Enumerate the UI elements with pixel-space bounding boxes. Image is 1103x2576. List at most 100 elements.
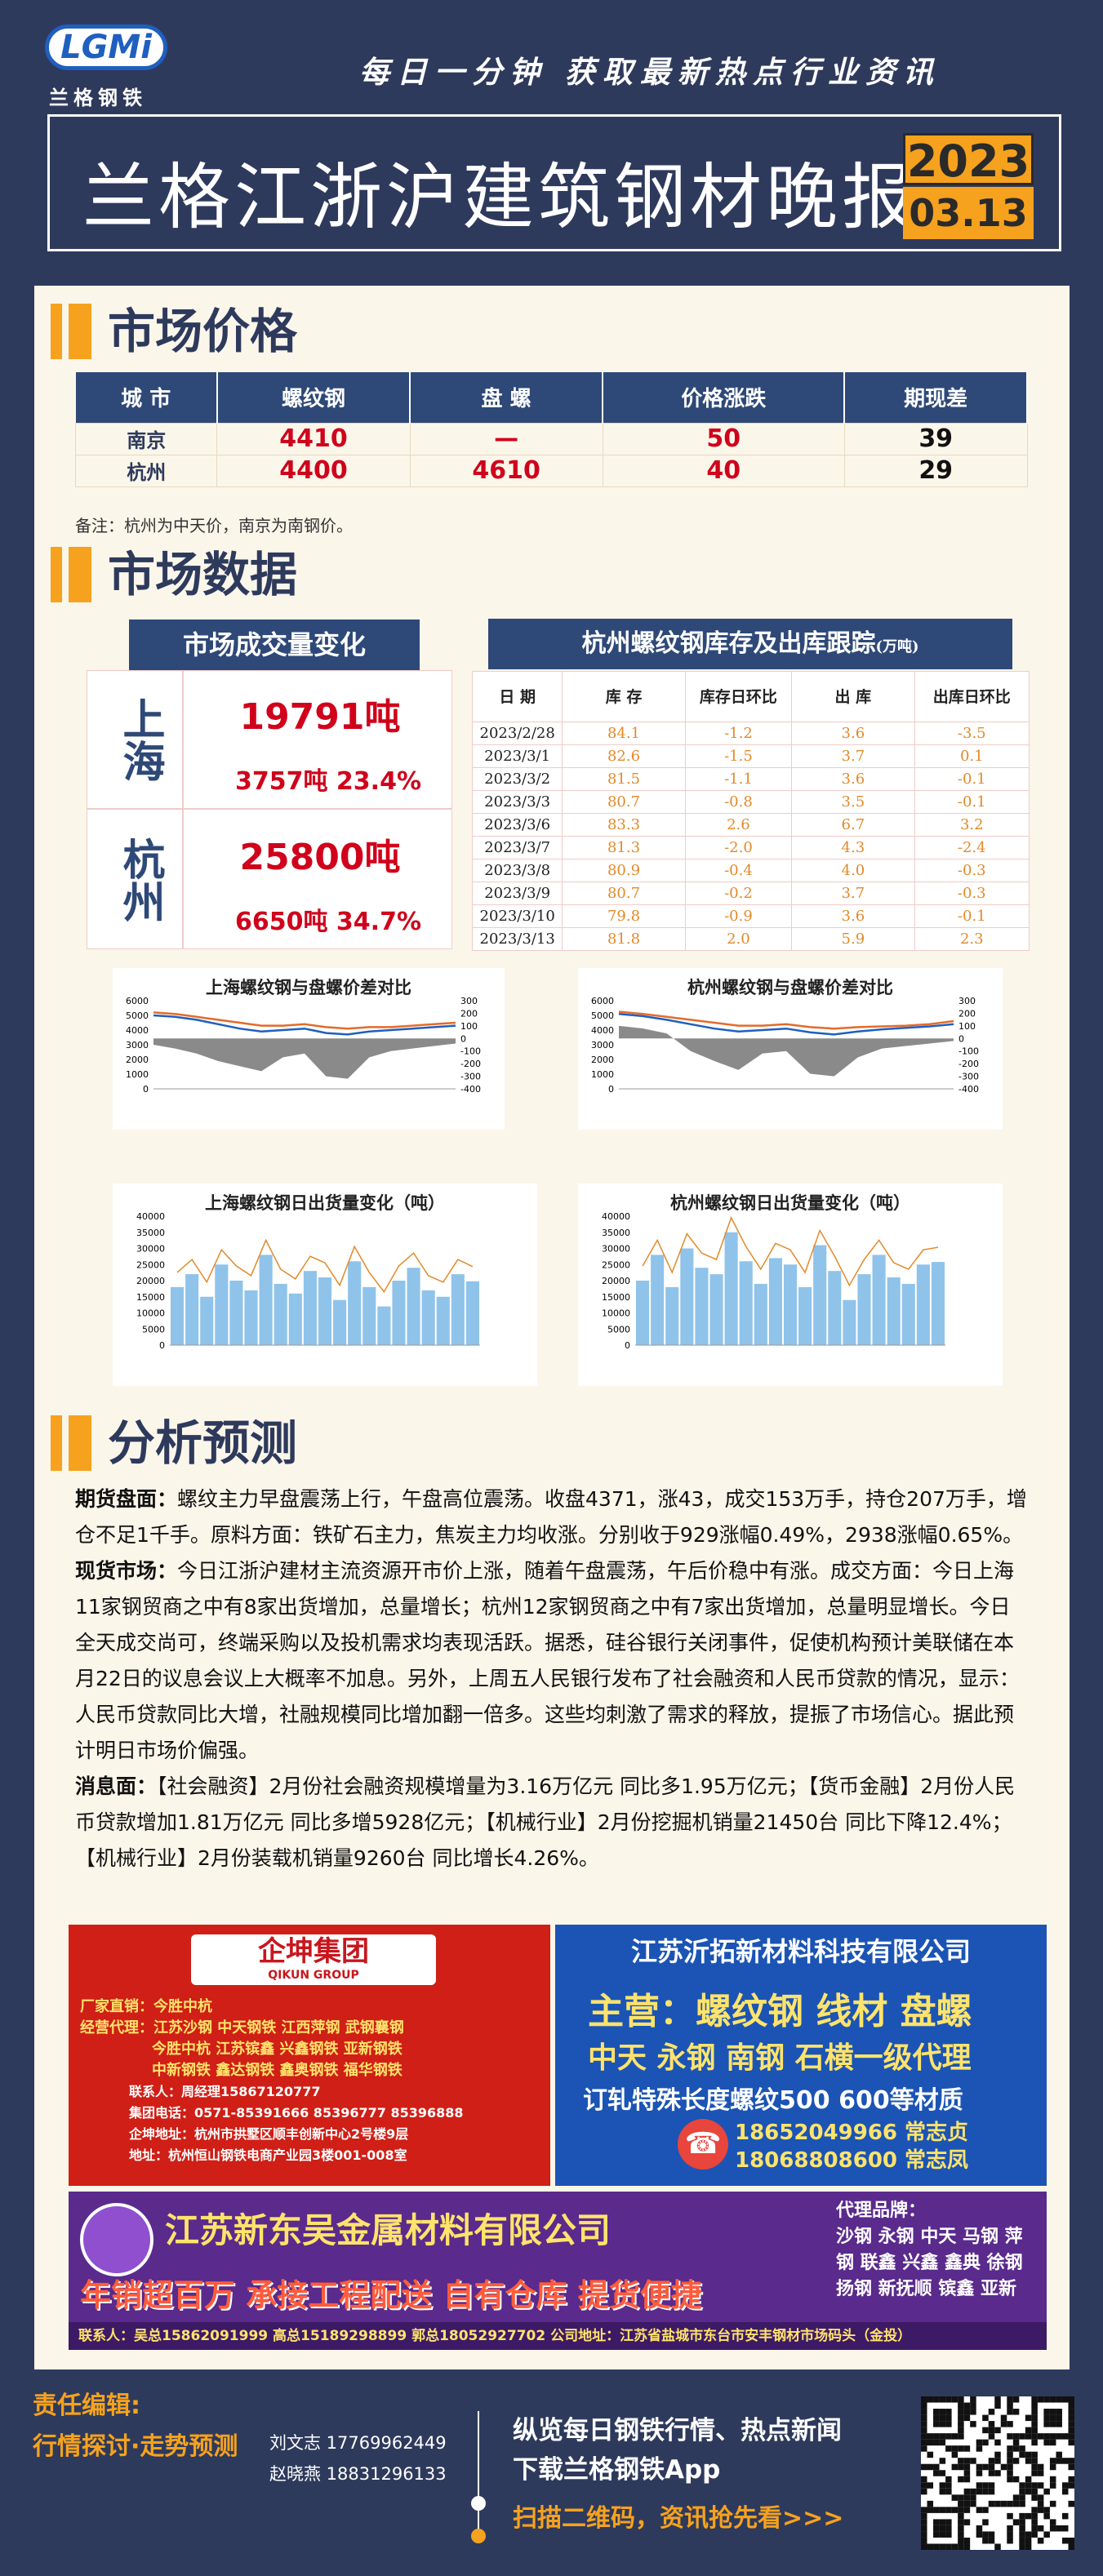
tick-label: 0 (460, 1033, 466, 1044)
qr-module (921, 2525, 927, 2532)
ad-xindongwu[interactable]: 江苏新东吴金属材料有限公司 年销超百万 承接工程配送 自有仓库 提货便捷 代理品… (69, 2192, 1047, 2350)
price-header: 城 市 (75, 372, 218, 423)
qr-module (963, 2507, 971, 2513)
table-row: 2023/3/8 80.9 -0.4 4.0 -0.3 (471, 859, 1030, 882)
bar (392, 1281, 406, 1345)
tick-label: 5000 (607, 1324, 630, 1335)
qr-module (1049, 2500, 1056, 2507)
chart-svg: 0100020003000400050006000-400-300-200-10… (126, 996, 481, 1095)
qr-module (1031, 2494, 1038, 2501)
tick-label: -300 (958, 1072, 979, 1082)
bar (724, 1232, 738, 1345)
tick-label: 300 (958, 996, 976, 1006)
title-box: 兰格江浙沪建筑钢材晚报 2023 03.13 (47, 114, 1061, 251)
qr-module (1031, 2470, 1038, 2476)
bar (407, 1268, 420, 1345)
qr-module (1007, 2512, 1013, 2520)
price-cell: 40 (602, 454, 845, 487)
tick-label: 20000 (602, 1276, 630, 1286)
qr-module (1031, 2396, 1038, 2403)
qr-module (939, 2396, 946, 2403)
inventory-cell: 83.3 (562, 813, 686, 837)
inventory-cell: 0.1 (914, 744, 1030, 768)
bar (901, 1283, 915, 1345)
qr-module (1012, 2500, 1020, 2507)
qr-module (1049, 2525, 1056, 2532)
logo-subtitle: 兰格钢铁 (49, 86, 147, 109)
qr-module (921, 2482, 927, 2489)
bar (680, 1248, 694, 1345)
qr-module (1056, 2451, 1062, 2458)
qr-module (921, 2396, 927, 2403)
bar (709, 1274, 723, 1345)
qikun-line: 厂家直销：今胜中杭 (80, 1998, 212, 2015)
qr-module (951, 2451, 958, 2458)
qr-module (1037, 2494, 1044, 2501)
tick-label: 15000 (136, 1292, 165, 1303)
qr-module (939, 2433, 946, 2440)
qr-module (976, 2525, 983, 2532)
qr-module (939, 2470, 946, 2476)
price-cell: 南京 (74, 422, 218, 455)
inventory-cell: 3.6 (791, 767, 915, 791)
qr-module (1043, 2488, 1050, 2495)
tick-label: 4000 (126, 1025, 149, 1036)
bar (843, 1299, 856, 1345)
qr-module (1012, 2458, 1020, 2464)
series-line (153, 1014, 456, 1036)
qr-module (982, 2427, 989, 2434)
qr-module (1056, 2396, 1062, 2403)
bar (200, 1296, 214, 1345)
chart-title: 上海螺纹钢日出货量变化（吨） (205, 1193, 445, 1213)
qr-module (958, 2409, 964, 2415)
qr-module (994, 2396, 1001, 2403)
chart-svg: 0 5000 10000 15000 20000 25000 30000 35000 40000 (136, 1211, 480, 1351)
qr-module (976, 2507, 983, 2513)
tick-label: 3000 (126, 1040, 149, 1050)
qr-module (933, 2531, 940, 2538)
bar (436, 1296, 450, 1345)
qr-module (982, 2482, 989, 2489)
qr-module (970, 2458, 976, 2464)
qr-module (958, 2421, 964, 2427)
tick-label: -100 (958, 1046, 979, 1057)
bar (259, 1255, 273, 1345)
qr-module (1049, 2409, 1056, 2415)
inventory-cell: -3.5 (914, 722, 1030, 745)
qr-code-icon[interactable] (921, 2396, 1074, 2550)
yituo-phone: 18068808600 常志凤 (735, 2148, 969, 2173)
ad-yituo[interactable]: 江苏沂拓新材料科技有限公司 主营：螺纹钢 线材 盘螺 中天 永钢 南钢 石横一级… (555, 1925, 1047, 2186)
xindongwu-contact: 联系人：吴总15862091999 高总15189298899 郭总180529… (69, 2322, 1047, 2350)
qr-module (1012, 2433, 1020, 2440)
qr-module (1043, 2421, 1050, 2427)
qr-module (1061, 2525, 1069, 2532)
inventory-cell: 84.1 (562, 722, 686, 745)
editor-label: 责任编辑: (33, 2392, 140, 2420)
inventory-cell: 3.6 (791, 722, 915, 745)
qr-module (970, 2402, 976, 2409)
qr-module (988, 2433, 995, 2440)
volume-total: 19791吨 (239, 696, 401, 738)
qr-module (1012, 2439, 1020, 2446)
qr-module (927, 2439, 934, 2446)
bar (288, 1293, 302, 1345)
qr-module (1037, 2433, 1044, 2440)
qr-module (1025, 2488, 1032, 2495)
price-header: 螺纹钢 (216, 372, 411, 423)
qikun-line: 地址：杭州恒山钢铁电商产业园3楼001-008室 (129, 2147, 407, 2163)
qr-prompt[interactable]: 扫描二维码，资讯抢先看>>> (513, 2504, 844, 2533)
qr-module (970, 2421, 976, 2427)
table-row: 2023/3/13 81.8 2.0 5.9 2.3 (471, 927, 1030, 951)
paragraph-label: 期货盘面： (75, 1487, 178, 1511)
ad-qikun[interactable]: 企坤集团 QIKUN GROUP 厂家直销：今胜中杭 经营代理：江苏沙钢 中天钢… (69, 1925, 550, 2186)
qr-module (939, 2531, 946, 2538)
qr-module (951, 2433, 958, 2440)
qr-module (1019, 2525, 1025, 2532)
volume-total: 25800吨 (239, 837, 401, 878)
qr-module (921, 2537, 927, 2544)
section-marker-icon (51, 1415, 62, 1471)
tick-label: 2000 (591, 1055, 614, 1065)
qr-module (982, 2439, 989, 2446)
qr-module (958, 2402, 964, 2409)
qr-module (1043, 2439, 1050, 2446)
